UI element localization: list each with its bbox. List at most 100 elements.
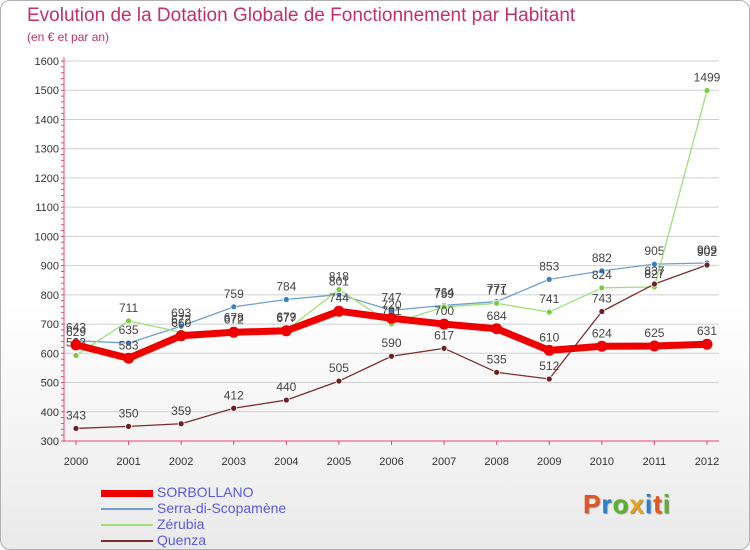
data-label: 583	[119, 338, 139, 352]
data-label: 359	[171, 404, 191, 418]
proxiti-logo: Proxiti	[583, 489, 671, 520]
data-point	[493, 368, 501, 376]
data-label: 1499	[694, 71, 721, 85]
y-tick-label: 600	[41, 348, 59, 360]
data-point	[493, 299, 501, 307]
y-tick-label: 1000	[35, 231, 59, 243]
data-label: 610	[539, 330, 559, 344]
y-tick-label: 1500	[35, 85, 59, 97]
data-label: 824	[592, 268, 612, 282]
x-tick-label: 2000	[64, 456, 88, 468]
data-label: 905	[644, 244, 664, 258]
data-point	[335, 286, 343, 293]
data-label: 512	[539, 359, 559, 373]
data-point	[388, 352, 395, 360]
data-point	[386, 312, 397, 324]
data-point	[123, 352, 135, 364]
y-tick-label: 300	[41, 436, 59, 448]
data-label: 617	[434, 328, 454, 342]
data-label: 635	[119, 323, 139, 337]
data-label: 631	[697, 324, 717, 338]
data-point	[440, 344, 448, 352]
legend-swatch-serra	[101, 508, 153, 510]
data-point	[703, 87, 711, 94]
data-point	[701, 338, 713, 350]
x-tick-label: 2008	[484, 456, 508, 468]
data-label: 747	[381, 290, 401, 304]
data-label: 684	[487, 309, 507, 323]
y-tick-label: 1600	[35, 56, 59, 68]
logo-letter: i	[662, 489, 671, 519]
y-tick-label: 500	[41, 378, 59, 390]
data-label: 643	[66, 321, 86, 335]
data-label: 625	[644, 326, 664, 340]
data-label: 440	[276, 380, 296, 394]
x-tick-label: 2005	[327, 456, 351, 468]
data-label: 837	[644, 264, 664, 278]
data-label: 902	[697, 245, 717, 259]
data-label: 744	[329, 291, 349, 305]
data-point	[125, 317, 132, 325]
data-point	[545, 308, 553, 316]
data-point	[282, 396, 290, 404]
x-tick-label: 2009	[537, 456, 561, 468]
data-point	[72, 351, 80, 359]
data-label: 535	[487, 352, 507, 366]
data-label: 818	[329, 270, 349, 284]
y-tick-label: 1400	[35, 114, 59, 126]
data-point	[125, 339, 132, 347]
data-point	[543, 344, 555, 356]
logo-letter: x	[629, 489, 645, 519]
data-label: 909	[697, 243, 717, 257]
data-label: 679	[276, 310, 296, 324]
data-point	[598, 308, 606, 315]
data-label: 777	[487, 282, 507, 296]
data-point	[230, 404, 238, 412]
chart-subtitle: (en € et par an)	[27, 30, 110, 44]
y-tick-label: 400	[41, 407, 59, 419]
data-point	[596, 340, 608, 352]
data-label: 741	[539, 292, 559, 306]
logo-letter: t	[653, 489, 663, 519]
data-label: 412	[224, 388, 244, 402]
data-point	[651, 260, 658, 268]
data-point	[70, 339, 82, 351]
x-tick-label: 2011	[643, 456, 667, 468]
data-point	[280, 325, 292, 337]
logo-letter: P	[583, 489, 602, 519]
logo-letter: i	[644, 489, 654, 519]
data-point	[333, 305, 345, 317]
legend-swatch-sorbollano	[101, 489, 153, 497]
data-label: 629	[66, 325, 86, 339]
data-label: 672	[171, 312, 191, 326]
data-label: 677	[276, 311, 296, 325]
y-tick-label: 1300	[35, 144, 59, 156]
x-tick-label: 2003	[222, 456, 246, 468]
y-tick-label: 1200	[35, 173, 59, 185]
data-label: 720	[381, 298, 401, 312]
data-label: 853	[539, 259, 559, 273]
x-tick-label: 2002	[169, 456, 193, 468]
data-point	[177, 420, 185, 428]
legend-swatch-zerubia	[101, 524, 153, 526]
data-label: 505	[329, 361, 349, 375]
legend-label-zerubia: Zérubia	[157, 516, 205, 532]
legend-swatch-quenza	[101, 540, 153, 542]
y-tick-label: 1100	[35, 202, 59, 214]
logo-letter: r	[601, 489, 613, 519]
data-label: 660	[171, 316, 191, 330]
data-point	[438, 318, 450, 330]
data-point	[703, 261, 711, 269]
data-label: 759	[224, 287, 244, 301]
data-point	[125, 422, 132, 430]
data-point	[72, 425, 80, 432]
data-point	[545, 275, 553, 283]
x-tick-label: 2004	[274, 456, 298, 468]
y-tick-label: 800	[41, 290, 59, 302]
data-label: 784	[276, 280, 296, 294]
data-point	[598, 284, 606, 292]
data-point	[230, 303, 238, 311]
